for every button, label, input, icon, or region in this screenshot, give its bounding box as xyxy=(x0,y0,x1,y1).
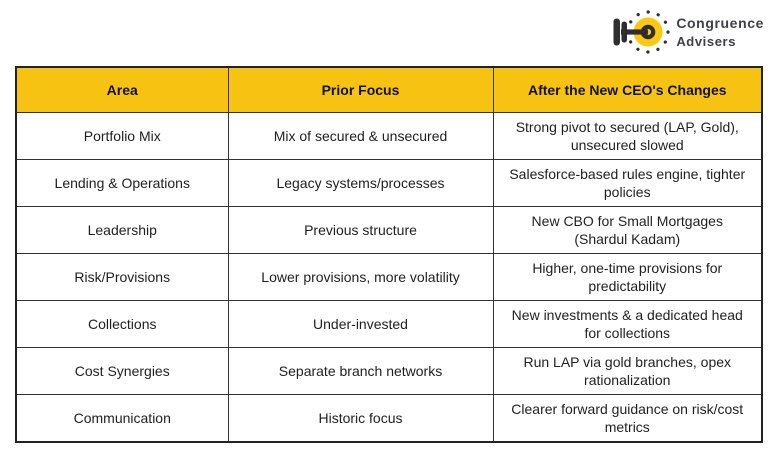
cell-area: Leadership xyxy=(15,206,229,254)
cell-area: Communication xyxy=(15,394,229,443)
cell-after: New CBO for Small Mortgages (Shardul Kad… xyxy=(492,206,763,254)
cell-prior: Historic focus xyxy=(227,394,494,443)
cell-prior: Previous structure xyxy=(227,206,494,254)
header-area: Area xyxy=(15,66,229,113)
cell-after: New investments & a dedicated head for c… xyxy=(492,300,763,348)
table-row: Leadership Previous structure New CBO fo… xyxy=(15,206,763,254)
company-name: Congruence Advisers xyxy=(676,14,764,50)
cell-area: Risk/Provisions xyxy=(15,253,229,301)
cell-area: Portfolio Mix xyxy=(15,112,229,160)
cell-prior: Mix of secured & unsecured xyxy=(227,112,494,160)
cell-area: Lending & Operations xyxy=(15,159,229,207)
cell-after: Higher, one-time provisions for predicta… xyxy=(492,253,763,301)
table-header-row: Area Prior Focus After the New CEO's Cha… xyxy=(15,66,763,113)
cell-prior: Separate branch networks xyxy=(227,347,494,395)
logo-line2: Advisers xyxy=(676,33,737,49)
table-row: Risk/Provisions Lower provisions, more v… xyxy=(15,253,763,301)
header-prior-focus: Prior Focus xyxy=(227,66,494,113)
cell-after: Salesforce-based rules engine, tighter p… xyxy=(492,159,763,207)
cell-prior: Lower provisions, more volatility xyxy=(227,253,494,301)
table-row: Communication Historic focus Clearer for… xyxy=(15,394,763,443)
cell-prior: Under-invested xyxy=(227,300,494,348)
table-row: Portfolio Mix Mix of secured & unsecured… xyxy=(15,112,763,160)
cell-prior: Legacy systems/processes xyxy=(227,159,494,207)
table-row: Lending & Operations Legacy systems/proc… xyxy=(15,159,763,207)
logo-line1: Congruence xyxy=(676,14,764,31)
header-after-changes: After the New CEO's Changes xyxy=(492,66,763,113)
key-in-dotted-circle-icon xyxy=(613,10,670,54)
cell-area: Collections xyxy=(15,300,229,348)
company-logo: Congruence Advisers xyxy=(612,7,764,57)
cell-after: Strong pivot to secured (LAP, Gold), uns… xyxy=(492,112,763,160)
cell-after: Run LAP via gold branches, opex rational… xyxy=(492,347,763,395)
cell-area: Cost Synergies xyxy=(15,347,229,395)
table-row: Collections Under-invested New investmen… xyxy=(15,300,763,348)
table-row: Cost Synergies Separate branch networks … xyxy=(15,347,763,395)
ceo-changes-table: Area Prior Focus After the New CEO's Cha… xyxy=(15,66,763,443)
cell-after: Clearer forward guidance on risk/cost me… xyxy=(492,394,763,443)
